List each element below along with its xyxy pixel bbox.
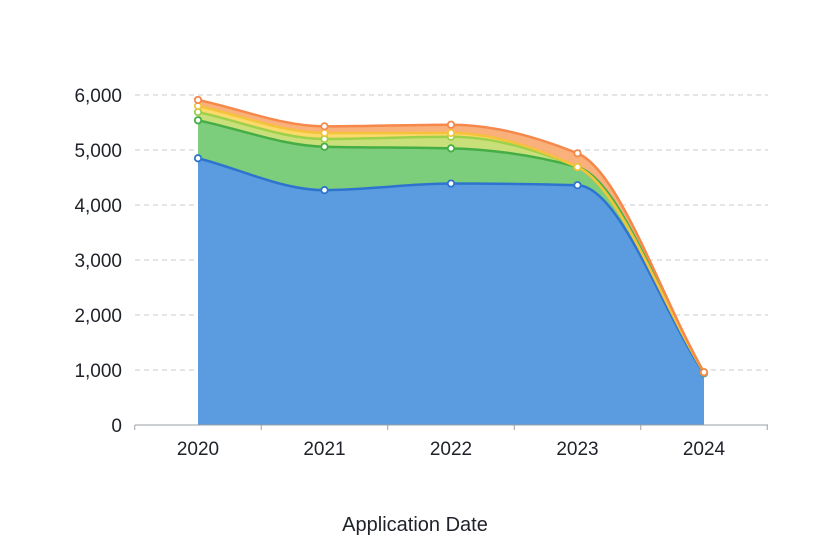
- x-axis-title: Application Date: [342, 514, 488, 536]
- x-axis-ticks: 2020 2021 2022 2023 2024: [135, 425, 768, 460]
- data-point-series-1: [321, 187, 327, 193]
- data-point-series-1: [574, 182, 580, 188]
- data-point-series-2: [448, 145, 454, 151]
- x-tick-label: 2022: [430, 439, 472, 460]
- data-point-series-1: [448, 180, 454, 186]
- data-point-series-5: [574, 150, 580, 156]
- data-point-series-4: [574, 164, 580, 170]
- data-point-series-4: [448, 130, 454, 136]
- data-point-series-5: [321, 123, 327, 129]
- x-tick-label: 2021: [303, 439, 345, 460]
- y-tick-label: 3,000: [74, 251, 122, 272]
- x-tick-label: 2023: [556, 439, 598, 460]
- y-tick-label: 1,000: [74, 361, 122, 382]
- x-tick-label: 2024: [683, 439, 726, 460]
- y-tick-label: 0: [111, 416, 122, 437]
- area-series-1: [198, 158, 704, 425]
- y-axis-ticks: 0 1,000 2,000 3,000 4,000 5,000 6,000: [74, 86, 122, 437]
- y-tick-label: 4,000: [74, 196, 122, 217]
- y-tick-label: 5,000: [74, 141, 122, 162]
- data-point-series-5: [701, 369, 707, 375]
- y-tick-label: 6,000: [74, 86, 122, 107]
- data-point-series-4: [321, 130, 327, 136]
- data-point-series-2: [195, 117, 201, 123]
- data-point-series-1: [195, 155, 201, 161]
- data-point-series-5: [195, 97, 201, 103]
- y-tick-label: 2,000: [74, 306, 122, 327]
- stacked-area-chart: 2020 2021 2022 2023 2024 0 1,000 2,000 3,000 4,0…: [0, 0, 832, 556]
- data-point-series-2: [321, 144, 327, 150]
- x-tick-label: 2020: [177, 439, 219, 460]
- data-point-series-5: [448, 122, 454, 128]
